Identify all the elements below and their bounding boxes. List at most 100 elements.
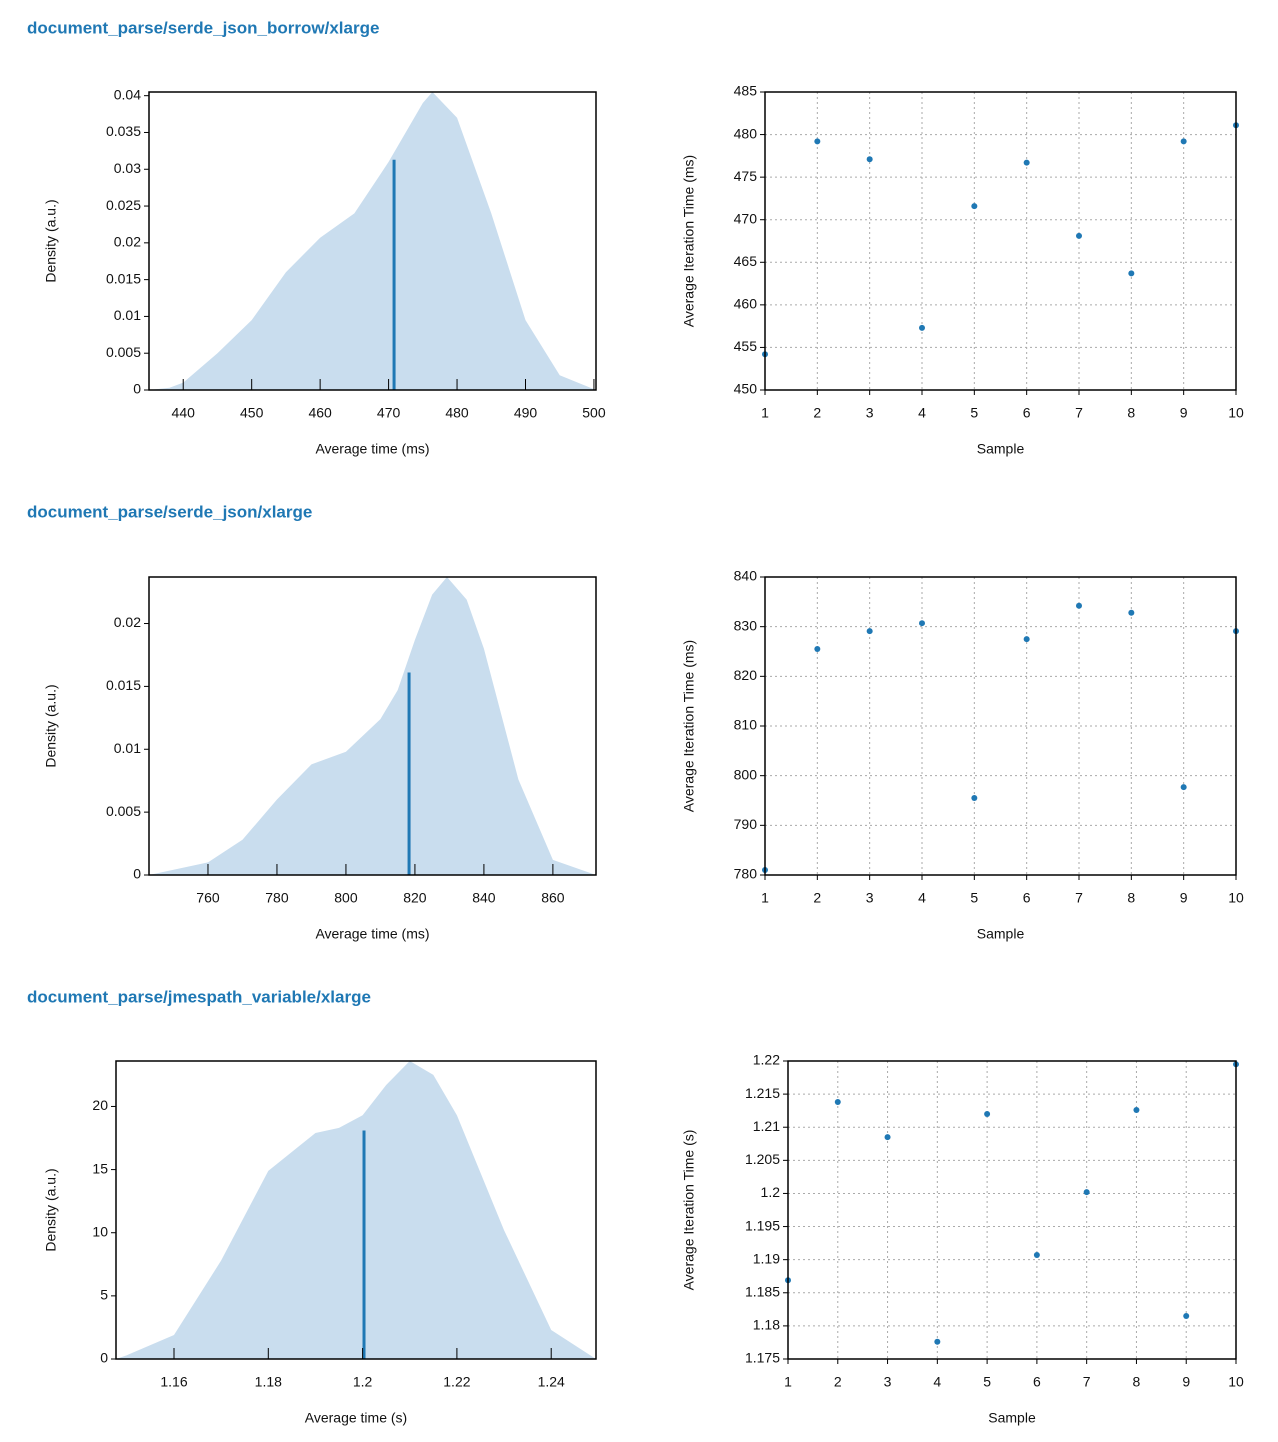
x-tick-label: 2 bbox=[813, 890, 821, 906]
y-tick-label: 0.01 bbox=[114, 307, 141, 323]
y-tick-label: 0 bbox=[133, 381, 141, 397]
x-tick-label: 840 bbox=[472, 890, 496, 906]
y-axis-label: Density (a.u.) bbox=[43, 684, 59, 767]
y-tick-label: 1.21 bbox=[753, 1118, 780, 1134]
point bbox=[1023, 159, 1030, 166]
x-tick-label: 5 bbox=[970, 890, 978, 906]
y-tick-label: 10 bbox=[92, 1223, 108, 1239]
x-tick-label: 1.22 bbox=[443, 1374, 470, 1390]
x-tick-label: 3 bbox=[866, 405, 874, 421]
chart: 0 5 10 15 20 1.16 1.18 1.2 1.22 1.24 Average time … bbox=[43, 1060, 597, 1426]
section-heading[interactable]: document_parse/serde_json_borrow/xlarge bbox=[27, 18, 379, 37]
point bbox=[1128, 270, 1135, 277]
y-tick-label: 1.185 bbox=[745, 1283, 780, 1299]
y-tick-label: 0.005 bbox=[106, 803, 141, 819]
point bbox=[1023, 636, 1030, 643]
x-tick-label: 470 bbox=[377, 405, 401, 421]
point bbox=[866, 628, 873, 635]
point bbox=[984, 1110, 991, 1117]
y-tick-label: 0.005 bbox=[106, 344, 141, 360]
y-tick-label: 0.025 bbox=[106, 197, 141, 213]
x-tick-label: 6 bbox=[1033, 1374, 1041, 1390]
section-heading[interactable]: document_parse/jmespath_variable/xlarge bbox=[27, 987, 371, 1006]
x-axis-label: Average time (s) bbox=[305, 1410, 407, 1426]
y-tick-label: 455 bbox=[734, 338, 758, 354]
x-tick-label: 8 bbox=[1133, 1374, 1141, 1390]
plot-frame bbox=[115, 1060, 597, 1360]
y-tick-label: 485 bbox=[734, 83, 758, 99]
x-tick-label: 2 bbox=[813, 405, 821, 421]
plot-frame bbox=[787, 1060, 1237, 1360]
chart: 0 0.005 0.01 0.015 0.02 760 780 800 820 840 860 Ave… bbox=[43, 576, 597, 942]
x-tick-label: 7 bbox=[1075, 890, 1083, 906]
y-axis-label: Average Iteration Time (ms) bbox=[681, 155, 697, 327]
point bbox=[884, 1134, 891, 1141]
point bbox=[1083, 1189, 1090, 1196]
y-tick-label: 470 bbox=[734, 210, 758, 226]
y-tick-label: 5 bbox=[100, 1287, 108, 1303]
x-tick-label: 1.2 bbox=[353, 1374, 373, 1390]
x-tick-label: 5 bbox=[983, 1374, 991, 1390]
x-tick-label: 10 bbox=[1228, 405, 1244, 421]
x-tick-label: 4 bbox=[918, 405, 926, 421]
y-tick-label: 830 bbox=[734, 617, 758, 633]
point bbox=[1033, 1252, 1040, 1259]
x-tick-label: 1 bbox=[784, 1374, 792, 1390]
y-tick-label: 465 bbox=[734, 253, 758, 269]
x-tick-label: 450 bbox=[240, 405, 264, 421]
point bbox=[814, 646, 821, 653]
plot-frame bbox=[148, 576, 597, 876]
x-tick-label: 6 bbox=[1023, 890, 1031, 906]
x-tick-label: 480 bbox=[445, 405, 469, 421]
x-tick-label: 1.16 bbox=[160, 1374, 187, 1390]
x-tick-label: 800 bbox=[334, 890, 358, 906]
x-tick-label: 10 bbox=[1228, 890, 1244, 906]
x-axis-label: Average time (ms) bbox=[315, 926, 429, 942]
plot-frame bbox=[764, 91, 1237, 391]
y-tick-label: 1.22 bbox=[753, 1052, 780, 1068]
y-axis-label: Average Iteration Time (ms) bbox=[681, 640, 697, 812]
y-axis-label: Density (a.u.) bbox=[43, 199, 59, 282]
y-tick-label: 0.035 bbox=[106, 123, 141, 139]
x-axis-label: Sample bbox=[977, 926, 1025, 942]
x-tick-label: 7 bbox=[1083, 1374, 1091, 1390]
y-tick-label: 1.19 bbox=[753, 1250, 780, 1266]
x-tick-label: 460 bbox=[308, 405, 332, 421]
y-tick-label: 1.195 bbox=[745, 1217, 780, 1233]
point bbox=[1128, 609, 1135, 616]
x-tick-label: 860 bbox=[541, 890, 565, 906]
point bbox=[814, 138, 821, 145]
x-tick-label: 10 bbox=[1228, 1374, 1244, 1390]
density-area bbox=[116, 1061, 596, 1359]
section-heading[interactable]: document_parse/serde_json/xlarge bbox=[27, 502, 312, 521]
point bbox=[866, 156, 873, 163]
point bbox=[971, 203, 978, 210]
point bbox=[1076, 602, 1082, 609]
x-tick-label: 5 bbox=[970, 405, 978, 421]
y-tick-label: 0.01 bbox=[114, 740, 141, 756]
point bbox=[1076, 232, 1082, 239]
chart: 0 0.005 0.01 0.015 0.02 0.025 0.03 0.035 0.04 440… bbox=[43, 86, 606, 456]
y-tick-label: 0 bbox=[133, 866, 141, 882]
x-tick-label: 760 bbox=[196, 890, 220, 906]
x-tick-label: 7 bbox=[1075, 405, 1083, 421]
density-area bbox=[149, 577, 596, 875]
y-axis-label: Average Iteration Time (s) bbox=[681, 1130, 697, 1291]
point bbox=[919, 324, 925, 331]
y-tick-label: 0.015 bbox=[106, 270, 141, 286]
point bbox=[1183, 1312, 1190, 1319]
y-tick-label: 810 bbox=[734, 717, 758, 733]
y-tick-label: 15 bbox=[92, 1160, 108, 1176]
y-tick-label: 480 bbox=[734, 125, 758, 141]
point bbox=[971, 795, 978, 802]
y-axis-label: Density (a.u.) bbox=[43, 1168, 59, 1251]
chart: 1.175 1.18 1.185 1.19 1.195 1.2 1.205 1.21 1.215… bbox=[681, 1052, 1244, 1426]
y-tick-label: 800 bbox=[734, 766, 758, 782]
x-tick-label: 1.24 bbox=[538, 1374, 565, 1390]
y-tick-label: 460 bbox=[734, 296, 758, 312]
y-tick-label: 1.175 bbox=[745, 1350, 780, 1366]
point bbox=[934, 1338, 941, 1345]
y-tick-label: 450 bbox=[734, 381, 758, 397]
x-tick-label: 490 bbox=[514, 405, 538, 421]
